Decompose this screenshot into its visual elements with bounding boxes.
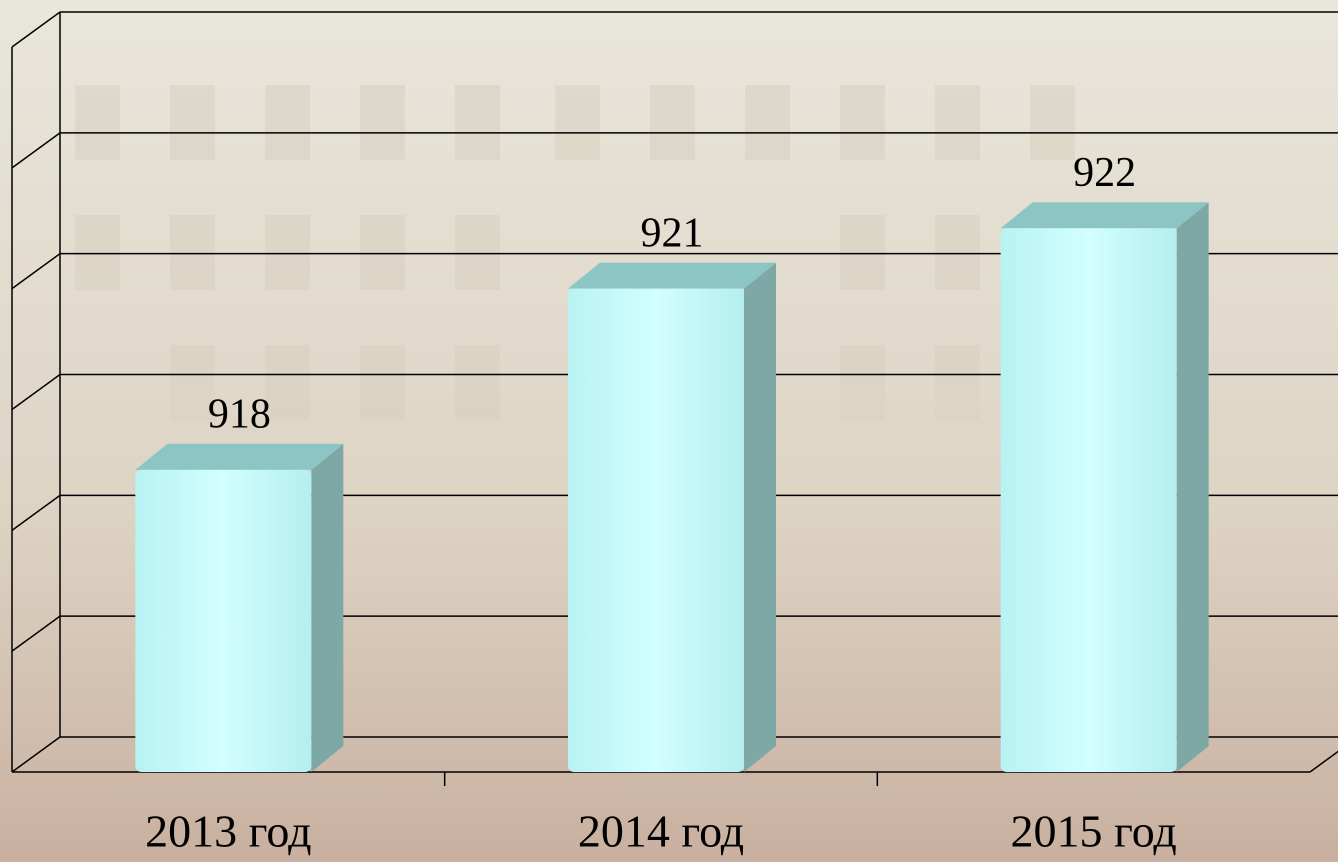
bar-top	[568, 262, 776, 289]
bar-side	[311, 443, 344, 772]
bar-top	[1000, 202, 1209, 229]
grid-line	[11, 132, 61, 169]
bar	[135, 469, 312, 772]
grid-line	[11, 494, 61, 531]
bar-side	[744, 262, 776, 772]
x-tick-label: 2013 год	[145, 806, 311, 857]
grid-line	[11, 615, 61, 652]
floor-edge	[1309, 750, 1338, 773]
x-tick-label: 2014 год	[578, 806, 744, 857]
bar-top	[135, 443, 344, 470]
data-label: 921	[641, 210, 704, 256]
data-label: 922	[1073, 150, 1136, 196]
grid-line	[11, 736, 61, 773]
data-label: 918	[208, 392, 271, 438]
x-tick-label: 2015 год	[1011, 806, 1177, 857]
bar	[1000, 228, 1177, 772]
bar-side	[1176, 202, 1209, 772]
background-windows	[75, 85, 1075, 420]
grid-line	[11, 373, 61, 411]
grid-line	[11, 11, 61, 48]
grid-line	[11, 253, 61, 290]
bar	[568, 288, 744, 772]
